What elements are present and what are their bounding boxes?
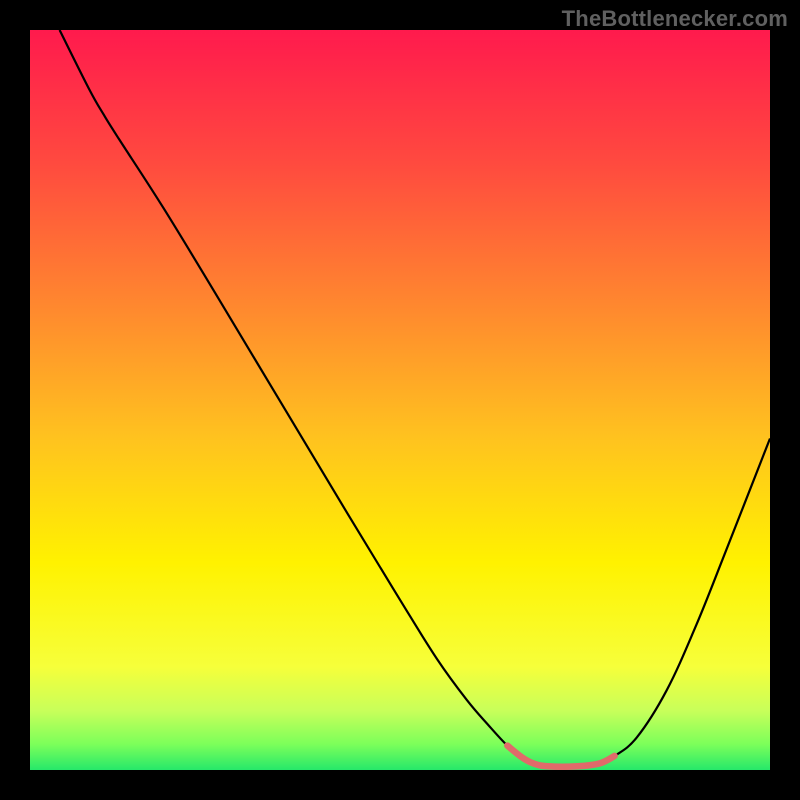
watermark-text: TheBottlenecker.com bbox=[562, 6, 788, 32]
plot-background bbox=[30, 30, 770, 770]
chart-svg bbox=[0, 0, 800, 800]
